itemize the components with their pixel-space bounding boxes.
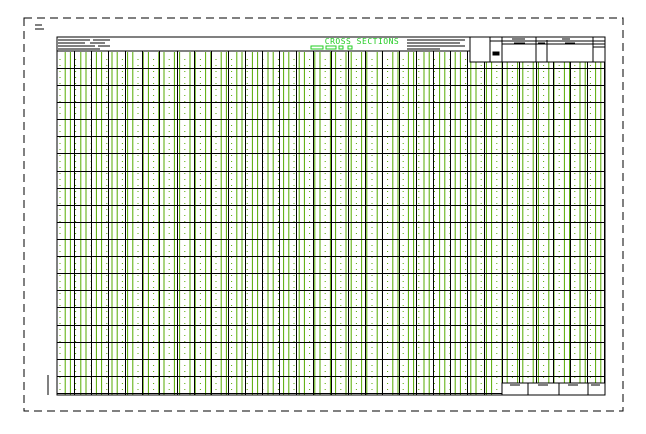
revision-block [501,382,606,396]
sheet-border-dashed [23,17,624,412]
corner-mark [35,24,49,395]
header-left-notes [58,39,110,50]
header-right-notes [407,39,465,50]
drawing-title: CROSS SECTIONS [324,37,400,46]
drawing-frame [56,36,606,396]
cross-section-grid [57,51,605,395]
title-block [469,36,606,63]
